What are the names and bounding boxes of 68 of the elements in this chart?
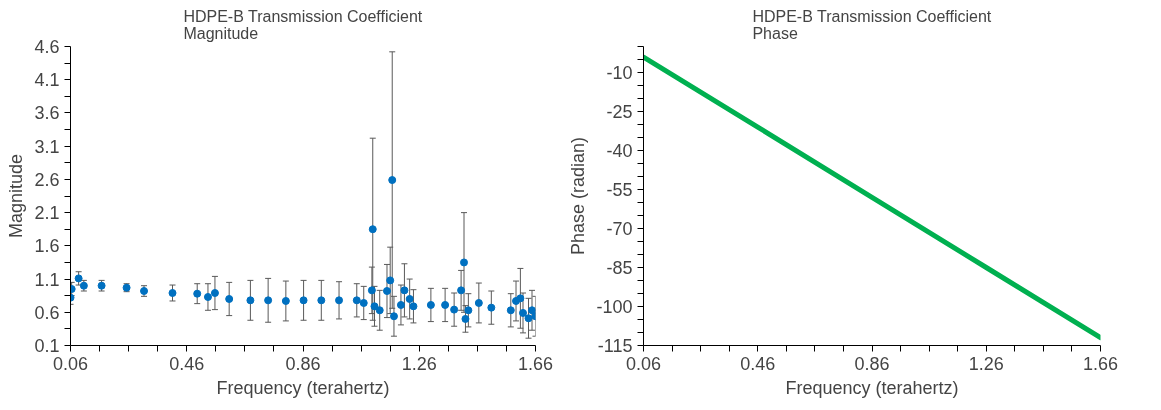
point [388,176,397,185]
point [457,286,466,295]
y-tick-label: 3.1 [34,136,60,157]
x-tick-label: 1.66 [517,353,554,374]
point [370,302,379,311]
point [335,296,344,305]
point [460,258,469,267]
y-axis-title: Phase (radian) [568,136,589,256]
point [386,276,395,285]
x-tick-label: 0.86 [854,353,890,374]
point [382,287,391,296]
point [168,289,177,297]
point [193,289,202,298]
x-axis-title: Frequency (terahertz) [216,377,390,398]
point [225,295,234,303]
y-tick-label: 1.1 [34,269,60,290]
y-tick-label: 1.6 [34,236,60,257]
point [210,289,219,297]
y-tick-label: 3.6 [34,103,60,124]
y-tick-label: 2.6 [34,169,60,190]
x-axis-title: Frequency (terahertz) [785,377,959,398]
y-tick-label: 4.6 [34,37,60,57]
point [474,298,483,307]
y-tick-label: -40 [606,141,633,161]
point [359,298,368,307]
point [264,296,273,305]
y-tick-label: -115 [597,336,633,356]
point [450,305,459,314]
point [299,296,308,305]
x-tick-label: 1.26 [968,353,1004,374]
point [528,306,536,315]
x-tick-label: 0.46 [169,353,205,374]
y-tick-label: -10 [606,63,633,83]
point [405,295,414,303]
point [519,308,527,317]
point [396,300,405,309]
point [487,303,496,312]
y-tick-label: -100 [596,297,633,317]
point [317,296,326,305]
y-tick-label: 4.1 [34,70,60,91]
point [524,314,533,323]
point [368,225,377,234]
point [246,296,255,305]
point [203,293,212,301]
chart-title: HDPE-B Transmission Coefficient Magnitude [183,7,423,42]
point [426,300,435,309]
y-axis-title: Magnitude [6,153,27,239]
y-tick-label: -55 [606,180,633,200]
point [281,296,290,305]
point [74,274,83,283]
x-tick-label: 0.06 [52,353,89,374]
chart-title: HDPE-B Transmission Coefficient Phase [752,7,992,42]
x-tick-label: 0.06 [625,353,662,374]
x-tick-label: 1.26 [401,353,437,374]
y-tick-label: 2.1 [34,203,60,224]
y-tick-label: -70 [606,219,633,239]
point [375,306,384,315]
point [352,296,361,305]
point [506,306,515,315]
y-tick-label: 0.1 [34,336,60,356]
point [441,300,450,309]
x-tick-label: 1.66 [1082,353,1119,374]
x-tick-label: 0.86 [285,353,321,374]
point [409,302,418,311]
y-tick-label: 0.6 [34,302,60,323]
y-tick-label: -85 [606,258,633,278]
y-tick-label: -25 [606,102,633,122]
x-tick-label: 0.46 [740,353,776,374]
